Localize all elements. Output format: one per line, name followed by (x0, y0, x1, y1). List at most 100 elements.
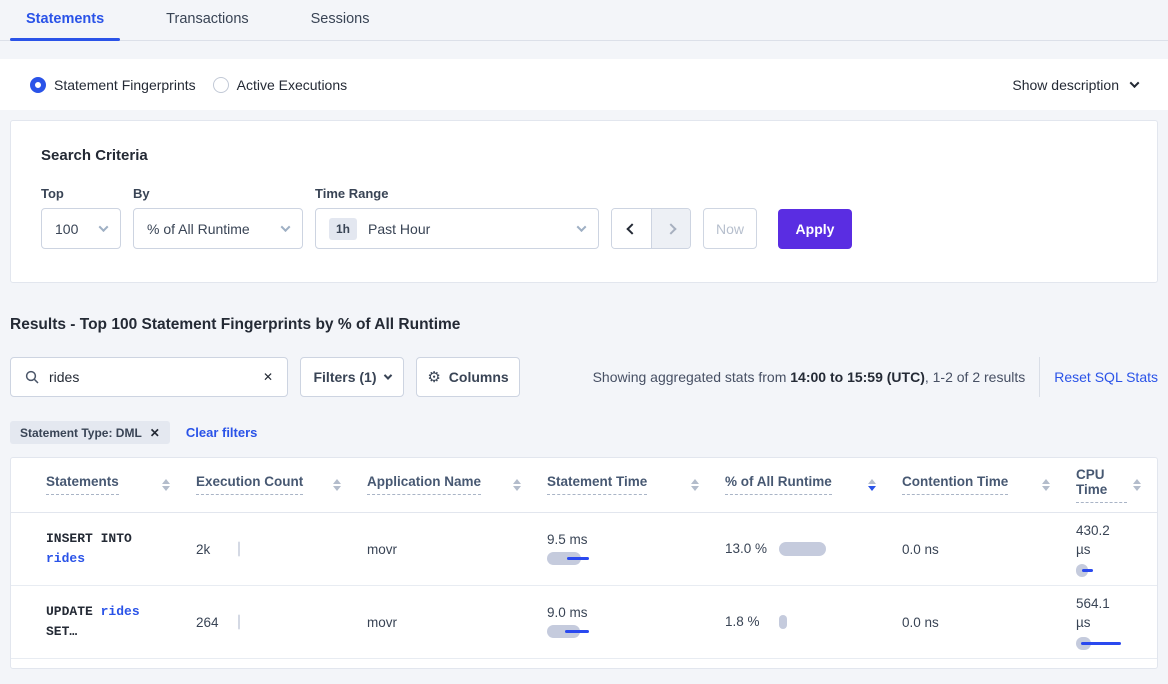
contention-time-cell: 0.0 ns (892, 585, 1066, 659)
search-criteria-panel: Search Criteria Top 100 By % of All Runt… (10, 120, 1158, 283)
runtime-percent-cell: 1.8 % (715, 585, 892, 659)
sort-desc-icon (333, 485, 341, 491)
sort-arrows-icon[interactable] (1042, 478, 1050, 491)
column-header-label: Execution Count (196, 474, 304, 496)
sort-arrows-icon[interactable] (162, 478, 170, 491)
search-input[interactable] (49, 369, 263, 385)
column-header-label: Statement Time (547, 474, 648, 496)
reset-sql-stats-link[interactable]: Reset SQL Stats (1054, 369, 1158, 385)
execution-count-cell: 2k (186, 512, 357, 586)
statement-time-cell: 9.5 ms (537, 512, 715, 586)
column-header-application-name[interactable]: Application Name (357, 458, 537, 513)
statement-table-link[interactable]: rides (46, 550, 86, 566)
sort-asc-icon (691, 478, 699, 484)
bar-stddev-line (567, 557, 589, 560)
radio-selected-icon (30, 76, 46, 93)
by-select-value: % of All Runtime (147, 220, 250, 237)
columns-button[interactable]: ⚙ Columns (416, 357, 520, 397)
column-header-statements[interactable]: Statements (11, 458, 186, 513)
search-box[interactable]: ✕ (10, 357, 288, 397)
runtime-percent-bar (779, 614, 787, 629)
show-description-label: Show description (1012, 76, 1119, 93)
time-range-label: Time Range (315, 186, 389, 201)
search-icon (25, 370, 39, 384)
by-select[interactable]: % of All Runtime (133, 208, 303, 249)
column-header-cpu-time[interactable]: CPU Time (1066, 458, 1157, 513)
statement-keyword: INSERT INTO (46, 530, 132, 546)
clear-search-icon[interactable]: ✕ (262, 370, 273, 384)
top-tab-bar: Statements Transactions Sessions (0, 0, 1168, 41)
sort-arrows-icon[interactable] (513, 478, 521, 491)
radio-statement-fingerprints-label: Statement Fingerprints (54, 76, 196, 93)
show-description-toggle[interactable]: Show description (1012, 76, 1140, 93)
chevron-down-icon (98, 222, 109, 233)
chevron-down-icon (1129, 78, 1140, 89)
sort-arrows-icon[interactable] (1133, 478, 1141, 491)
radio-active-executions[interactable]: Active Executions (212, 76, 347, 93)
sort-asc-icon (162, 478, 170, 484)
sort-arrows-icon[interactable] (333, 478, 341, 491)
column-header-execution-count[interactable]: Execution Count (186, 458, 357, 513)
vertical-divider (1039, 357, 1041, 397)
cpu-time-cell: 430.2 µs (1066, 512, 1157, 586)
showing-prefix: Showing aggregated stats from (592, 369, 791, 385)
table-row: UPDATE rides SET… 264 movr 9.0 ms 1.8 % 0.0 n… (11, 585, 1157, 659)
statement-fingerprint-link[interactable]: UPDATE rides SET… (46, 602, 171, 642)
time-range-select[interactable]: 1h Past Hour (315, 208, 599, 249)
table-row: INSERT INTO rides 2k movr 9.5 ms 13.0 % 0.0 n… (11, 512, 1157, 586)
execution-count-value: 2k (196, 541, 211, 557)
active-filters-row: Statement Type: DML ✕ Clear filters (10, 421, 1158, 444)
time-range-control: Time Range 1h Past Hour (315, 186, 599, 249)
statement-fingerprint-link[interactable]: INSERT INTO rides (46, 529, 171, 569)
contention-time-value: 0.0 ns (902, 614, 939, 630)
filters-button-label: Filters (1) (313, 369, 377, 385)
metric-value: 9.5 ms (547, 532, 588, 547)
runtime-percent-cell: 13.0 % (715, 512, 892, 586)
radio-statement-fingerprints[interactable]: Statement Fingerprints (30, 76, 196, 93)
tab-transactions[interactable]: Transactions (150, 0, 264, 40)
by-control: By % of All Runtime (133, 186, 303, 249)
top-select[interactable]: 100 (41, 208, 121, 249)
filter-chip-statement-type[interactable]: Statement Type: DML ✕ (10, 421, 170, 444)
sort-desc-icon (162, 485, 170, 491)
gear-icon: ⚙ (427, 369, 441, 386)
statements-table-card: Statements Execution Count Application Nam… (10, 457, 1158, 669)
now-button[interactable]: Now (703, 208, 757, 249)
bar-mean (547, 552, 581, 565)
sort-desc-icon (691, 485, 699, 491)
statement-table-link[interactable]: rides (100, 603, 140, 619)
columns-button-label: Columns (448, 369, 509, 385)
filters-button[interactable]: Filters (1) (300, 357, 404, 397)
sort-asc-icon (1133, 478, 1141, 484)
results-controls-row: ✕ Filters (1) ⚙ Columns Showing aggregat… (10, 357, 1158, 397)
next-time-button[interactable] (651, 209, 690, 248)
metric-value: 9.0 ms (547, 605, 588, 620)
column-header-of-all-runtime[interactable]: % of All Runtime (715, 458, 892, 513)
time-range-badge: 1h (329, 217, 358, 240)
column-header-label: CPU Time (1076, 467, 1127, 503)
top-control: Top 100 (41, 186, 121, 249)
bar-stddev-line (1081, 641, 1121, 645)
application-name-cell: movr (357, 512, 537, 586)
filter-chip-label: Statement Type: DML (20, 425, 142, 440)
previous-time-button[interactable] (612, 209, 651, 248)
table-body: INSERT INTO rides 2k movr 9.5 ms 13.0 % 0.0 n… (11, 512, 1157, 659)
sort-arrows-icon[interactable] (868, 478, 876, 491)
execution-count-bar (238, 614, 240, 629)
sort-desc-icon (1133, 485, 1141, 491)
statement-keyword: SET… (46, 623, 78, 639)
clear-filters-link[interactable]: Clear filters (185, 425, 258, 440)
runtime-percent-value: 13.0 % (725, 541, 768, 556)
results-title: Results - Top 100 Statement Fingerprints… (10, 316, 461, 333)
column-header-contention-time[interactable]: Contention Time (892, 458, 1066, 513)
tab-statements-label: Statements (26, 11, 105, 27)
tab-sessions[interactable]: Sessions (295, 0, 386, 40)
column-header-statement-time[interactable]: Statement Time (537, 458, 715, 513)
contention-time-cell: 0.0 ns (892, 512, 1066, 586)
remove-filter-icon[interactable]: ✕ (149, 425, 160, 440)
runtime-percent-value: 1.8 % (725, 614, 760, 629)
column-header-label: Application Name (367, 474, 482, 496)
apply-button[interactable]: Apply (778, 209, 852, 249)
tab-statements[interactable]: Statements (10, 0, 121, 41)
sort-arrows-icon[interactable] (691, 478, 699, 491)
